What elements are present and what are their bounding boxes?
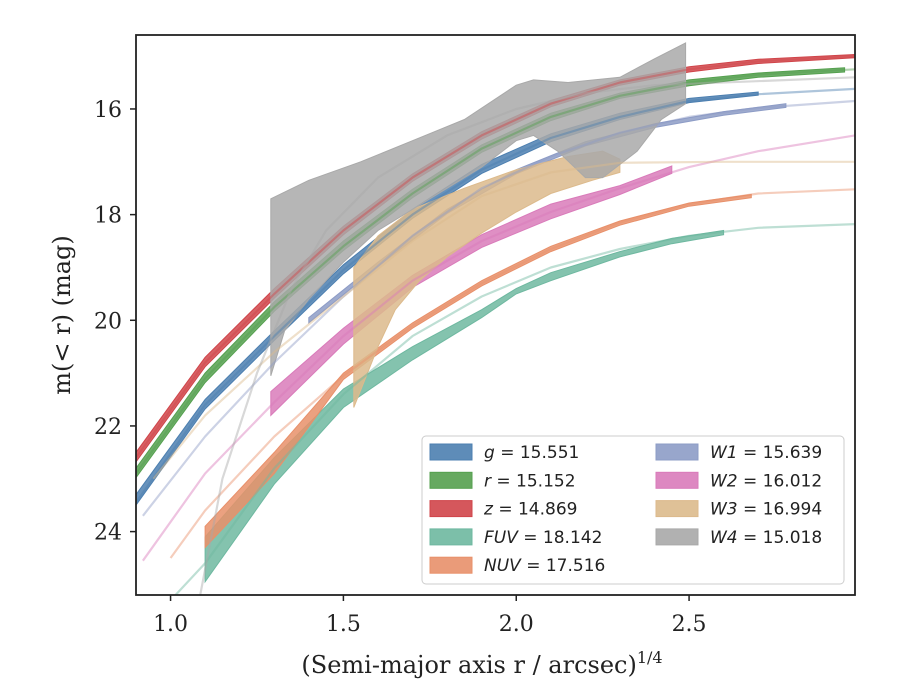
error-bands	[136, 42, 855, 584]
legend-label-fuv: FUV = 18.142	[484, 528, 602, 548]
legend-band-g: g	[484, 443, 495, 463]
x-axis-label: (Semi-major axis r / arcsec)1/4	[301, 648, 662, 679]
y-tick-label: 20	[94, 309, 122, 334]
legend-label-w1: W1 = 15.639	[710, 443, 822, 463]
legend-band-w2: W2	[710, 471, 738, 491]
y-tick-label: 22	[94, 415, 122, 440]
legend-mag-z: = 14.869	[493, 500, 578, 520]
legend-label-w4: W4 = 15.018	[710, 528, 822, 548]
legend-label-z: z = 14.869	[483, 500, 577, 520]
legend-frame	[421, 435, 845, 585]
legend-swatch-w4	[655, 528, 699, 546]
x-tick-label: 2.5	[672, 612, 707, 637]
legend-mag-w4: = 15.018	[738, 528, 823, 548]
series-band-w4	[270, 42, 687, 376]
x-tick-label: 1.0	[153, 612, 188, 637]
legend-label-r: r = 15.152	[484, 471, 576, 491]
series-band-nuv	[204, 193, 752, 549]
y-axis-ticks: 16 18 20 22 24	[94, 98, 136, 546]
legend-label-w2: W2 = 16.012	[710, 471, 822, 491]
legend-mag-g: = 15.551	[495, 443, 580, 463]
legend-swatch-w1	[655, 443, 699, 461]
legend-band-nuv: NUV	[484, 556, 522, 576]
x-tick-label: 1.5	[326, 612, 361, 637]
legend-label-g: g = 15.551	[484, 443, 579, 463]
legend-mag-r: = 15.152	[491, 471, 576, 491]
legend-swatch-nuv	[429, 556, 473, 574]
y-tick-label: 18	[94, 204, 122, 229]
legend-label-nuv: NUV = 17.516	[484, 556, 605, 576]
series-line-w4	[199, 76, 855, 595]
legend-band-z: z	[483, 500, 494, 520]
legend-swatch-w2	[655, 471, 699, 489]
legend-swatch-z	[429, 500, 473, 518]
series-line-w3	[152, 160, 855, 480]
legend-band-fuv: FUV	[484, 528, 519, 548]
legend-label-w3: W3 = 16.994	[710, 500, 822, 520]
legend-swatch-r	[429, 471, 473, 489]
legend-mag-w1: = 15.639	[738, 443, 823, 463]
series-band-g	[136, 91, 759, 507]
x-axis-label-exponent: 1/4	[637, 648, 663, 667]
series-line-z	[136, 55, 855, 459]
legend-swatch-fuv	[429, 528, 473, 546]
series-line-g	[136, 87, 855, 504]
series-line-w1	[142, 99, 855, 517]
plot-frame	[135, 34, 856, 596]
x-axis-label-text: (Semi-major axis r / arcsec)	[301, 651, 636, 679]
y-tick-label: 24	[94, 521, 122, 546]
series-line-r	[136, 68, 855, 475]
x-axis-ticks: 1.0 1.5 2.0 2.5	[153, 595, 707, 637]
legend-mag-nuv: = 17.516	[521, 556, 606, 576]
legend-band-w1: W1	[710, 443, 738, 463]
legend-mag-w2: = 16.012	[738, 471, 823, 491]
series-line-nuv	[169, 188, 855, 559]
legend-swatch-w3	[655, 500, 699, 518]
y-axis-label: m(< r) (mag)	[48, 235, 76, 394]
series-line-w2	[142, 134, 855, 562]
series-line-fuv	[174, 223, 855, 595]
legend-mag-w3: = 16.994	[738, 500, 823, 520]
series-band-w3	[353, 150, 621, 408]
x-tick-label: 2.0	[499, 612, 534, 637]
legend-band-w4: W4	[710, 528, 738, 548]
y-tick-label: 16	[94, 98, 122, 123]
legend-band-r: r	[484, 471, 492, 491]
model-lines	[136, 55, 855, 595]
series-band-fuv	[204, 229, 725, 584]
legend-swatch-g	[429, 443, 473, 461]
legend-mag-fuv: = 18.142	[518, 528, 603, 548]
legend-band-w3: W3	[710, 500, 738, 520]
